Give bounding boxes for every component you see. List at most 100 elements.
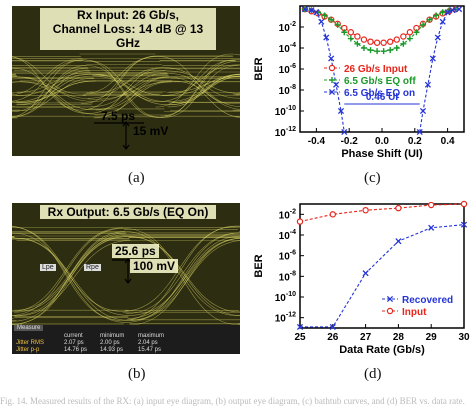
data-point [444,9,451,16]
eye-trace [12,240,240,317]
data-point [360,45,367,51]
data-point [328,16,335,23]
measure-label[interactable]: Measure [14,325,44,331]
output-eye-voltage-scale: 100 mV [130,259,179,273]
x-tick-label: 0.4 [441,136,455,147]
eye-trace [12,55,240,105]
output-eye-traces [12,225,240,326]
eye-trace [12,233,240,321]
eye-trace [12,59,240,118]
data-point [333,81,340,88]
y-axis-label: BER [253,57,265,80]
data-point [329,211,337,218]
x-tick-label: 29 [426,332,438,343]
data-point [433,12,440,19]
eye-trace [12,237,240,311]
eye-trace [12,237,240,321]
data-point [439,18,446,25]
data-point [354,40,361,47]
data-point [362,207,369,214]
eye-trace [12,72,240,93]
marker-rpe: Rpe [84,264,101,271]
series-line [299,203,465,223]
data-point [373,39,381,46]
measure-header-current: current [64,333,83,339]
input-eye-time-scale: 7.5 ps [101,109,136,123]
x-tick-label: -0.4 [308,136,326,147]
eye-trace [12,67,240,112]
y-tick-label: 10-2 [279,208,296,221]
y-tick-label: 10-8 [279,84,296,97]
legend-marker [329,77,335,83]
caption-d: (d) [364,366,382,382]
x-axis-label: Data Rate (Gb/s) [339,344,425,356]
data-point [387,47,394,54]
eye-trace [12,64,240,96]
data-point [393,36,400,43]
eye-trace [12,236,240,313]
eye-trace [12,73,240,106]
data-point [341,128,348,136]
x-tick-label: 0.2 [408,136,422,147]
data-point [400,33,407,40]
eye-trace [12,228,240,316]
caption-c: (c) [364,170,381,186]
eye-trace [12,71,240,93]
eye-trace [12,75,240,106]
x-tick-label: 0.0 [375,136,389,147]
eye-trace [12,77,240,112]
eye-trace [12,237,240,317]
x-axis-label: Phase Shift (UI) [341,148,423,160]
data-point [420,21,426,28]
eye-trace [12,238,240,324]
pp-maximum: 15.47 ps [138,347,162,353]
data-point [334,21,341,28]
data-point [439,9,446,16]
eye-trace [12,227,240,313]
y-tick-label: 10-10 [275,291,296,304]
eye-trace [12,225,240,321]
y-tick-label: 10-6 [279,63,296,76]
data-point [347,35,354,42]
eye-trace [12,60,240,95]
data-point [360,36,368,43]
data-point [380,48,387,55]
data-point [416,128,423,136]
data-point [406,29,414,36]
measure-header-maximum: maximum [138,333,165,339]
input-eye-title: Rx Input: 26 Gb/s, Channel Loss: 14 dB @… [40,8,216,50]
data-point [386,38,394,45]
eye-trace [12,75,240,104]
eye-trace [12,76,240,111]
input-eye-voltage-scale: 15 mV [133,124,169,138]
x-tick-label: 27 [360,332,372,343]
eye-trace [12,237,240,316]
eye-trace [12,78,240,116]
x-tick-label: 28 [393,332,405,343]
eye-trace [12,65,240,94]
data-point [449,7,456,14]
eye-trace [12,60,240,118]
output-eye-time-scale: 25.6 ps [112,244,159,258]
legend-label: 6.5 Gb/s EQ on [344,88,415,99]
data-point [347,29,355,36]
bathtub-chart: 10-12 10-10 10-8 10-6 10-4 10-2 -0.4 -0.2 0.0 0.2… [253,5,465,160]
x-tick-label: 30 [458,332,470,343]
measure-panel: Measure current minimum maximum Jitter R… [12,325,240,354]
y-tick-label: 10-6 [279,250,296,263]
y-tick-label: 10-2 [279,21,296,34]
output-eye-title: Rx Output: 6.5 Gb/s (EQ On) [40,205,216,219]
eye-trace [12,56,240,95]
marker-lpe: Lpe [40,264,56,271]
eye-trace [12,236,240,318]
legend-marker [328,88,336,96]
eye-trace [12,240,240,321]
data-point [323,34,330,41]
eye-trace [12,73,240,96]
data-point [406,35,413,42]
eye-trace [12,231,240,311]
measure-header-minimum: minimum [100,333,125,339]
data-point [380,39,387,46]
legend-label: 6.5 Gb/s EQ off [344,76,416,87]
eye-trace [12,76,240,119]
